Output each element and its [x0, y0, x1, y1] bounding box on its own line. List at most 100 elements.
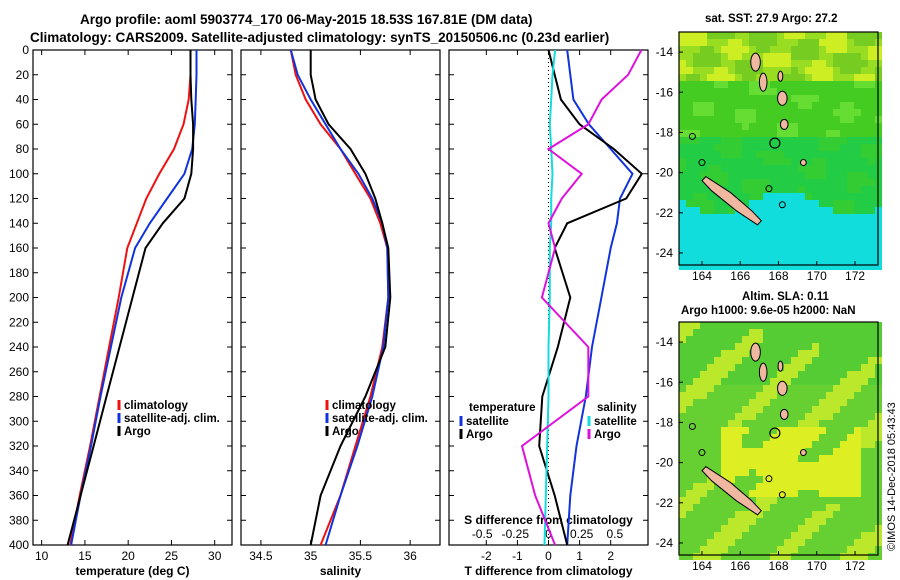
map-cell	[868, 214, 875, 221]
map-cell	[707, 172, 714, 179]
panel-difference: -2 -1 0 1 2T difference from climatology-0.5…	[448, 49, 649, 578]
map-cell	[805, 249, 812, 256]
map-cell	[679, 455, 686, 462]
map-cell	[756, 221, 763, 228]
map-cell	[721, 102, 728, 109]
map-cell	[770, 60, 777, 67]
map-cell	[854, 329, 861, 336]
map-cell	[770, 441, 777, 448]
map-cell	[679, 357, 686, 364]
map-cell	[756, 378, 763, 385]
map-cell	[805, 399, 812, 406]
map-cell	[777, 497, 784, 504]
map-cell	[679, 497, 686, 504]
map-cell	[833, 525, 840, 532]
map-cell	[805, 81, 812, 88]
map-cell	[693, 413, 700, 420]
map-cell	[833, 60, 840, 67]
map-cell	[686, 235, 693, 242]
y-tick-label: 340	[9, 464, 29, 478]
map-cell	[756, 249, 763, 256]
map-cell	[833, 116, 840, 123]
map-cell	[707, 343, 714, 350]
map-cell	[707, 392, 714, 399]
y-tick-label: 200	[9, 291, 29, 305]
map-cell	[770, 256, 777, 263]
map-cell	[819, 46, 826, 53]
map-cell	[826, 102, 833, 109]
map-cell	[707, 455, 714, 462]
map-cell	[756, 336, 763, 343]
map-cell	[679, 193, 686, 200]
x-axis-label: T difference from climatology	[464, 564, 632, 578]
map-cell	[826, 39, 833, 46]
map-cell	[854, 322, 861, 329]
map-cell	[749, 462, 756, 469]
map-cell	[777, 172, 784, 179]
map-cell	[763, 553, 770, 560]
map-cell	[819, 172, 826, 179]
map-cell	[868, 144, 875, 151]
map-cell	[693, 476, 700, 483]
map-cell	[826, 483, 833, 490]
map-cell	[777, 39, 784, 46]
map-cell	[742, 179, 749, 186]
map-cell	[805, 553, 812, 560]
map-cell	[679, 525, 686, 532]
map-cell	[861, 137, 868, 144]
map-cell	[679, 123, 686, 130]
map-cell	[749, 116, 756, 123]
map-cell	[728, 88, 735, 95]
map-cell	[770, 511, 777, 518]
map-cell	[854, 511, 861, 518]
map-cell	[714, 504, 721, 511]
map-cell	[854, 371, 861, 378]
map-cell	[868, 455, 875, 462]
map-cell	[721, 249, 728, 256]
map-cell	[707, 329, 714, 336]
map-cell	[693, 504, 700, 511]
map-cell	[798, 130, 805, 137]
map-cell	[854, 60, 861, 67]
map-cell	[805, 476, 812, 483]
map-cell	[791, 385, 798, 392]
map-cell	[791, 200, 798, 207]
map-cell	[728, 151, 735, 158]
map-cell	[868, 263, 875, 270]
map-cell	[756, 406, 763, 413]
map-cell	[714, 172, 721, 179]
map-cell	[868, 511, 875, 518]
map-cell	[868, 525, 875, 532]
map-cell	[735, 455, 742, 462]
map-cell	[721, 263, 728, 270]
map-cell	[777, 511, 784, 518]
map-cell	[784, 249, 791, 256]
map-cell	[714, 242, 721, 249]
map-cell	[693, 249, 700, 256]
map-cell	[840, 207, 847, 214]
map-cell	[777, 207, 784, 214]
map-cell	[707, 130, 714, 137]
map-cell	[707, 116, 714, 123]
map-cell	[770, 151, 777, 158]
map-cell	[693, 186, 700, 193]
map-cell	[798, 249, 805, 256]
map-cell	[840, 336, 847, 343]
map-cell	[798, 322, 805, 329]
map-cell	[798, 420, 805, 427]
map-cell	[742, 39, 749, 46]
map-cell	[700, 399, 707, 406]
map-cell	[819, 193, 826, 200]
map-cell	[700, 406, 707, 413]
map-cell	[728, 350, 735, 357]
map-cell	[707, 39, 714, 46]
map-cell	[728, 371, 735, 378]
map-cell	[861, 532, 868, 539]
map-cell	[700, 263, 707, 270]
map-cell	[693, 228, 700, 235]
map-cell	[679, 200, 686, 207]
map-cell	[847, 200, 854, 207]
map-cell	[693, 137, 700, 144]
s-tick-label: 0	[545, 527, 552, 541]
map-cell	[686, 144, 693, 151]
